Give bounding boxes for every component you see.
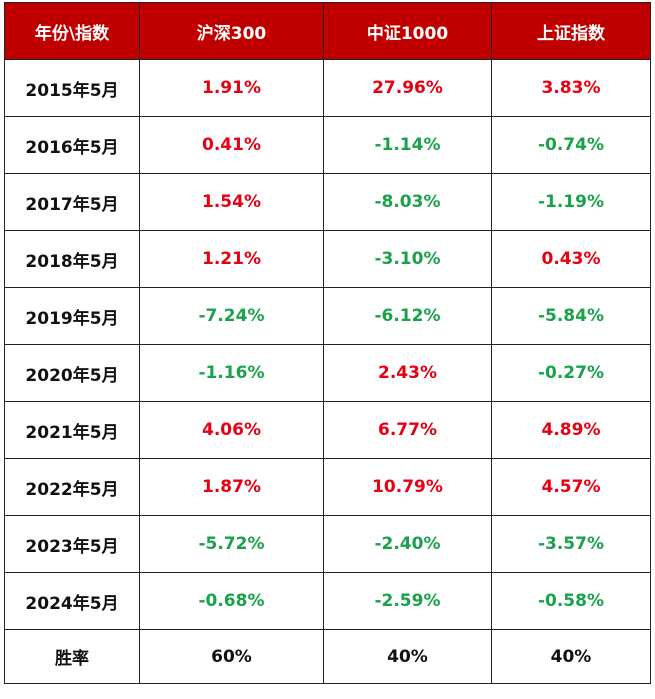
- value-cell-hs300: 1.54%: [139, 173, 324, 231]
- row-year-cell: 2020年5月: [4, 344, 140, 402]
- header-hs300: 沪深300: [139, 2, 324, 60]
- value-cell-zz1000: 6.77%: [323, 401, 492, 459]
- value-cell-sse: 4.89%: [491, 401, 651, 459]
- value-cell-hs300: -7.24%: [139, 287, 324, 345]
- table-body: 2015年5月 1.91% 27.96% 3.83% 2016年5月 0.41% -1.14…: [4, 59, 651, 684]
- header-year-index: 年份\指数: [4, 2, 140, 60]
- value-cell-hs300: -5.72%: [139, 515, 324, 573]
- value-cell-hs300: 4.06%: [139, 401, 324, 459]
- table-row: 2023年5月 -5.72% -2.40% -3.57%: [4, 515, 651, 573]
- table-row: 2016年5月 0.41% -1.14% -0.74%: [4, 116, 651, 174]
- value-cell-hs300: -1.16%: [139, 344, 324, 402]
- value-cell-sse: 0.43%: [491, 230, 651, 288]
- value-cell-zz1000: 2.43%: [323, 344, 492, 402]
- table-row: 2019年5月 -7.24% -6.12% -5.84%: [4, 287, 651, 345]
- value-cell-zz1000: -6.12%: [323, 287, 492, 345]
- header-row: 年份\指数 沪深300 中证1000 上证指数: [4, 2, 651, 60]
- value-cell-sse: -5.84%: [491, 287, 651, 345]
- row-year-cell: 2022年5月: [4, 458, 140, 516]
- table-row: 2024年5月 -0.68% -2.59% -0.58%: [4, 572, 651, 630]
- table-row: 2022年5月 1.87% 10.79% 4.57%: [4, 458, 651, 516]
- value-cell-sse: -0.58%: [491, 572, 651, 630]
- table-row: 2017年5月 1.54% -8.03% -1.19%: [4, 173, 651, 231]
- value-cell-hs300: -0.68%: [139, 572, 324, 630]
- value-cell-sse: -0.74%: [491, 116, 651, 174]
- value-cell-zz1000: 27.96%: [323, 59, 492, 117]
- win-rate-sse: 40%: [491, 629, 651, 684]
- value-cell-hs300: 1.91%: [139, 59, 324, 117]
- value-cell-hs300: 1.21%: [139, 230, 324, 288]
- row-year-cell: 2024年5月: [4, 572, 140, 630]
- value-cell-sse: -1.19%: [491, 173, 651, 231]
- value-cell-zz1000: -8.03%: [323, 173, 492, 231]
- win-rate-hs300: 60%: [139, 629, 324, 684]
- value-cell-sse: -3.57%: [491, 515, 651, 573]
- table-header: 年份\指数 沪深300 中证1000 上证指数: [4, 2, 651, 60]
- row-year-cell: 2021年5月: [4, 401, 140, 459]
- win-rate-zz1000: 40%: [323, 629, 492, 684]
- table-row: 2021年5月 4.06% 6.77% 4.89%: [4, 401, 651, 459]
- header-sse: 上证指数: [491, 2, 651, 60]
- table-row: 2018年5月 1.21% -3.10% 0.43%: [4, 230, 651, 288]
- value-cell-hs300: 0.41%: [139, 116, 324, 174]
- value-cell-hs300: 1.87%: [139, 458, 324, 516]
- win-rate-row: 胜率 60% 40% 40%: [4, 629, 651, 684]
- value-cell-zz1000: -2.40%: [323, 515, 492, 573]
- value-cell-sse: -0.27%: [491, 344, 651, 402]
- value-cell-zz1000: 10.79%: [323, 458, 492, 516]
- table-row: 2015年5月 1.91% 27.96% 3.83%: [4, 59, 651, 117]
- header-zz1000: 中证1000: [323, 2, 492, 60]
- row-year-cell: 2015年5月: [4, 59, 140, 117]
- win-rate-label: 胜率: [4, 629, 140, 684]
- row-year-cell: 2018年5月: [4, 230, 140, 288]
- returns-table-container: 年份\指数 沪深300 中证1000 上证指数 2015年5月 1.91% 27.9…: [4, 2, 651, 684]
- value-cell-zz1000: -3.10%: [323, 230, 492, 288]
- row-year-cell: 2019年5月: [4, 287, 140, 345]
- value-cell-sse: 3.83%: [491, 59, 651, 117]
- row-year-cell: 2016年5月: [4, 116, 140, 174]
- row-year-cell: 2017年5月: [4, 173, 140, 231]
- table-row: 2020年5月 -1.16% 2.43% -0.27%: [4, 344, 651, 402]
- value-cell-zz1000: -1.14%: [323, 116, 492, 174]
- value-cell-zz1000: -2.59%: [323, 572, 492, 630]
- returns-table: 年份\指数 沪深300 中证1000 上证指数 2015年5月 1.91% 27.9…: [4, 2, 651, 684]
- value-cell-sse: 4.57%: [491, 458, 651, 516]
- row-year-cell: 2023年5月: [4, 515, 140, 573]
